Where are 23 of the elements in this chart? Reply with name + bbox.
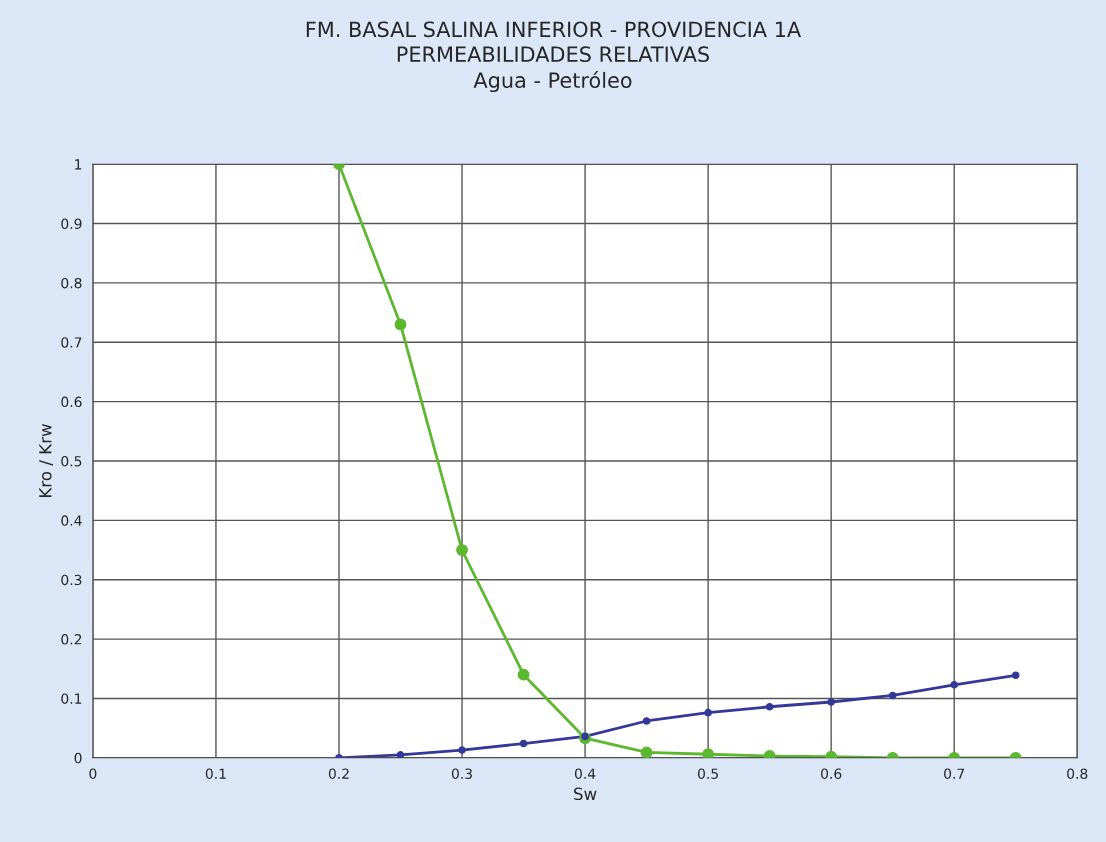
y-tick-label: 0.1 [61,693,82,704]
y-tick-label: 0.4 [61,515,82,526]
y-tick-label: 0.3 [61,574,82,586]
x-tick-label: 0.4 [574,768,596,779]
x-tick-label: 0.1 [205,768,226,779]
y-tick-label: 0.9 [61,218,82,230]
x-tick-label: 0.2 [328,768,349,779]
y-tick-label: 1 [75,159,82,170]
x-tick-label: 0 [89,768,97,779]
y-tick-label: 0.2 [61,634,82,645]
y-tick-label: 0.5 [61,455,82,467]
y-tick-label: 0 [74,752,82,764]
y-tick-label: 0.8 [61,277,82,289]
y-axis-title: Kro / Krw [39,424,53,497]
y-tick-label: 0.7 [61,337,82,348]
y-tick-label: 0.6 [61,396,82,408]
x-tick-label: 0.5 [697,768,718,779]
x-tick-label: 0.3 [451,768,472,779]
x-axis-title: Sw [574,787,597,801]
chart-title: FM. BASAL SALINA INFERIOR - PROVIDENCIA 1A PERMEABILIDADES RELATIVAS Agua - Petróleo [306,21,802,93]
x-tick-label: 0.8 [1067,768,1088,779]
x-tick-label: 0.7 [944,768,965,779]
x-tick-label: 0.6 [821,768,842,779]
